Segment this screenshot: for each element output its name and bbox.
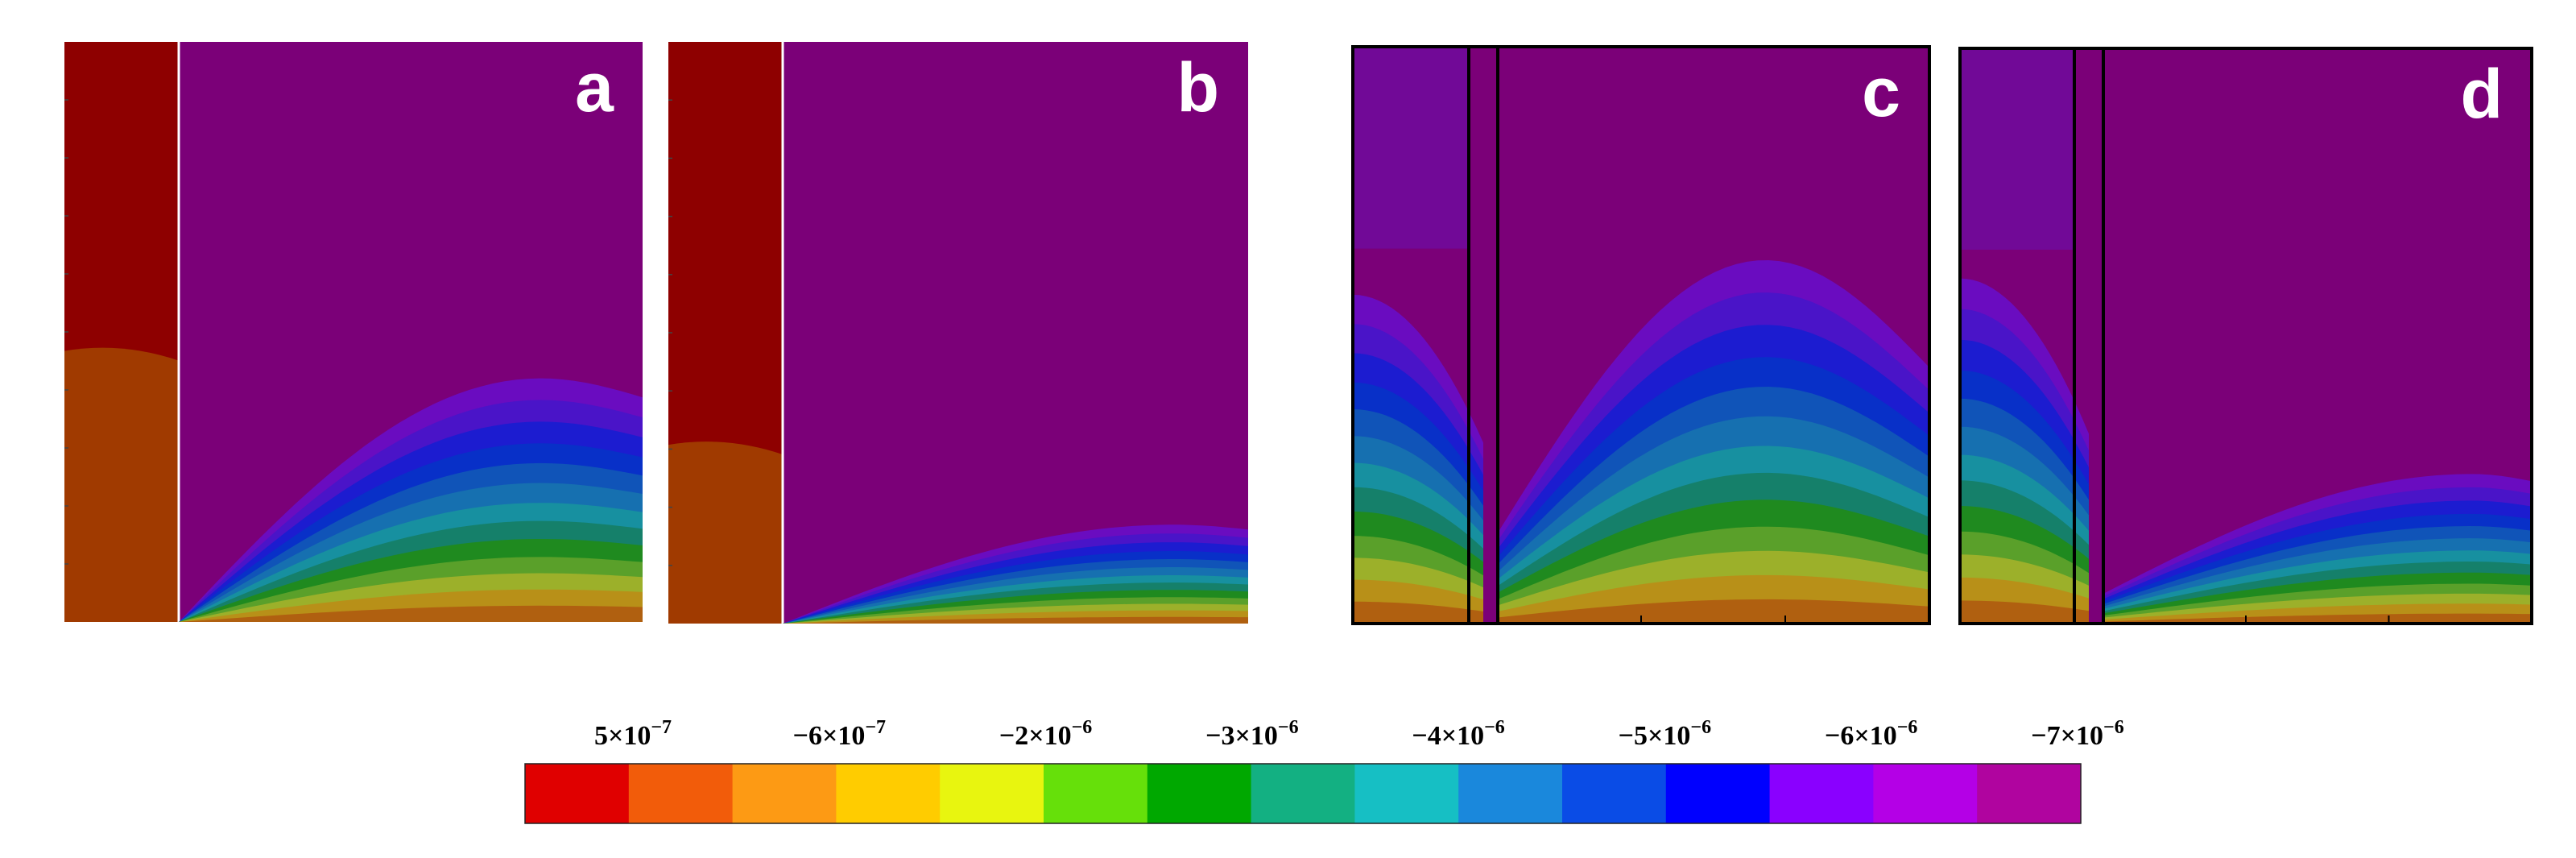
colorbar-swatch	[525, 764, 630, 823]
plot-area	[668, 42, 1248, 624]
colorbar-tick-label: −7×10−6	[2031, 717, 2123, 751]
panel-c: c	[1351, 45, 1931, 625]
colorbar-tick-label: −6×10−7	[793, 717, 886, 751]
plot-area	[1353, 47, 1929, 624]
colorbar-tick-label: −2×10−6	[999, 717, 1092, 751]
contour-band-left	[1960, 600, 2089, 624]
plot-area	[64, 42, 643, 622]
colorbar-swatch	[1044, 764, 1148, 823]
colorbar-tick-label: −6×10−6	[1825, 717, 1917, 751]
upper-left-zone	[1960, 48, 2074, 250]
colorbar-swatch	[1354, 764, 1459, 823]
colorbar-tick-label: −5×10−6	[1619, 717, 1711, 751]
colorbar-swatch	[1458, 764, 1563, 823]
panel-label: a	[575, 49, 614, 126]
colorbar-tick-label: 5×10−7	[594, 717, 672, 751]
colorbar: 5×10−7 −6×10−7 −2×10−6 −3×10−6 −4×10−6 −5×10−…	[524, 717, 2124, 824]
colorbar-swatch	[836, 764, 941, 823]
plot-area	[1960, 48, 2532, 624]
contour-band	[179, 605, 643, 622]
contour-band-left	[1353, 601, 1483, 624]
panel-a: a	[64, 42, 643, 622]
colorbar-swatch	[1562, 764, 1667, 823]
colorbar-tick-label: −3×10−6	[1205, 717, 1298, 751]
panel-label: c	[1862, 54, 1900, 131]
panel-d: d	[1958, 47, 2533, 625]
panel-label: d	[2460, 56, 2503, 133]
solid-bar-bottom	[64, 347, 179, 622]
solid-bar-bottom	[668, 441, 783, 624]
colorbar-swatch	[1769, 764, 1874, 823]
colorbar-swatch	[1251, 764, 1355, 823]
contour-band	[1498, 599, 1929, 624]
colorbar-swatch	[940, 764, 1044, 823]
colorbar-swatch	[732, 764, 837, 823]
upper-left-zone	[1353, 47, 1469, 249]
colorbar-swatch	[1147, 764, 1252, 823]
panel-b: b	[668, 42, 1248, 624]
contour-band	[783, 616, 1248, 624]
colorbar-swatch	[628, 764, 734, 823]
colorbar-swatch	[1665, 764, 1771, 823]
contour-band	[2103, 613, 2532, 624]
panels-layer: a b c d	[64, 42, 2533, 625]
colorbar-swatch	[1873, 764, 1978, 823]
colorbar-swatch	[1977, 764, 2082, 823]
colorbar-frame	[524, 763, 2082, 824]
colorbar-tick-label: −4×10−6	[1412, 717, 1504, 751]
panel-label: b	[1176, 49, 1219, 126]
